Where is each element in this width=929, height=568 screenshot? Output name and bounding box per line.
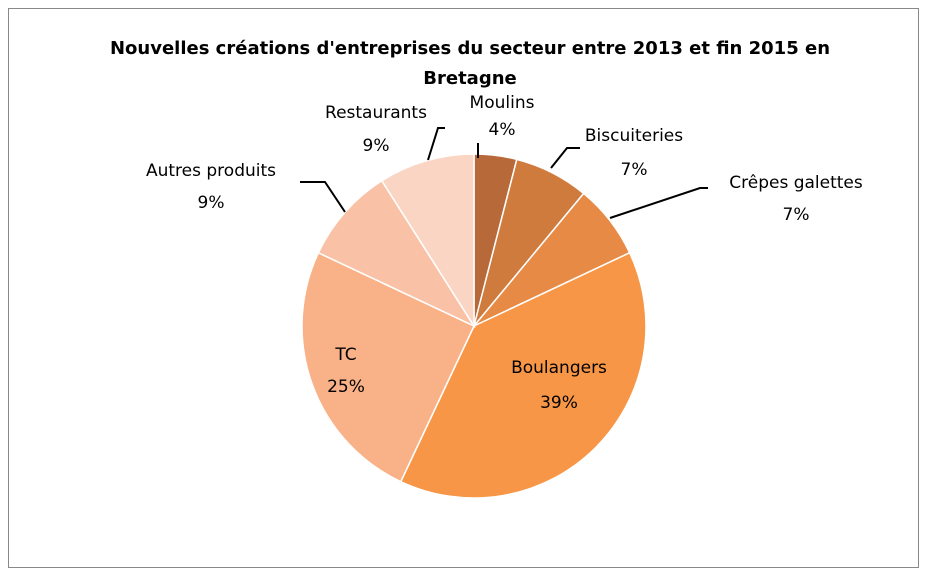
slice-label: TC bbox=[334, 345, 356, 365]
pie-slice bbox=[380, 153, 475, 329]
slice-label: Biscuiteries bbox=[585, 126, 683, 146]
slice-label: Restaurants bbox=[325, 103, 427, 123]
slice-value-label: 7% bbox=[783, 205, 810, 225]
pie-slice bbox=[317, 179, 477, 328]
slice-label: Crêpes galettes bbox=[729, 173, 863, 193]
leader-line bbox=[300, 181, 346, 213]
slice-value-label: 9% bbox=[363, 136, 390, 156]
slice-value-label: 39% bbox=[540, 393, 578, 413]
page: Nouvelles créations d'entreprises du sec… bbox=[8, 8, 919, 568]
slice-label: Moulins bbox=[470, 93, 535, 113]
pie-slice bbox=[399, 251, 647, 499]
chart: Moulins 4% Biscuiteries 7% Crêpes galettes 7%… bbox=[146, 93, 863, 499]
slice-label: Boulangers bbox=[511, 358, 607, 378]
pie-slice bbox=[301, 251, 475, 483]
leader-line bbox=[609, 187, 708, 219]
slice-value-label: 9% bbox=[198, 193, 225, 213]
leader-line bbox=[427, 127, 445, 161]
slice-value-label: 4% bbox=[489, 120, 516, 140]
chart-title: Nouvelles créations d'entreprises du sec… bbox=[109, 38, 831, 89]
slice-value-label: 25% bbox=[327, 377, 365, 397]
slice-label: Autres produits bbox=[146, 161, 276, 181]
leader-line bbox=[550, 147, 580, 169]
slice-value-label: 7% bbox=[621, 160, 648, 180]
